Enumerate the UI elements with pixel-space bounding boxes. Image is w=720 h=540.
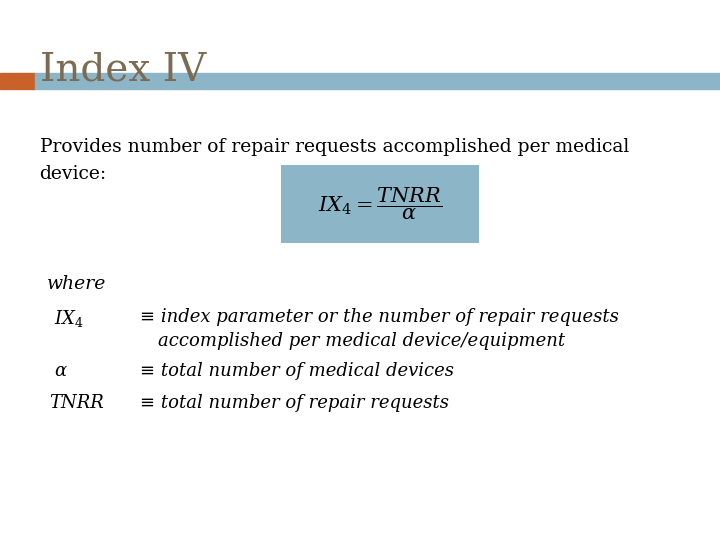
Text: Provides number of repair requests accomplished per medical: Provides number of repair requests accom… [40, 138, 629, 156]
Text: Index IV: Index IV [40, 51, 206, 89]
Text: $\alpha$: $\alpha$ [54, 362, 68, 380]
Text: accomplished per medical device/equipment: accomplished per medical device/equipmen… [158, 332, 565, 350]
Text: ≡ index parameter or the number of repair requests: ≡ index parameter or the number of repai… [140, 308, 619, 326]
Text: $IX_4$: $IX_4$ [54, 308, 84, 329]
Text: $IX_4 = \dfrac{TNRR}{\alpha}$: $IX_4 = \dfrac{TNRR}{\alpha}$ [318, 186, 442, 222]
Text: where: where [47, 275, 106, 293]
Text: device:: device: [40, 165, 107, 183]
Text: TNRR: TNRR [49, 394, 104, 412]
Text: ≡ total number of repair requests: ≡ total number of repair requests [140, 394, 449, 412]
Text: ≡ total number of medical devices: ≡ total number of medical devices [140, 362, 454, 380]
